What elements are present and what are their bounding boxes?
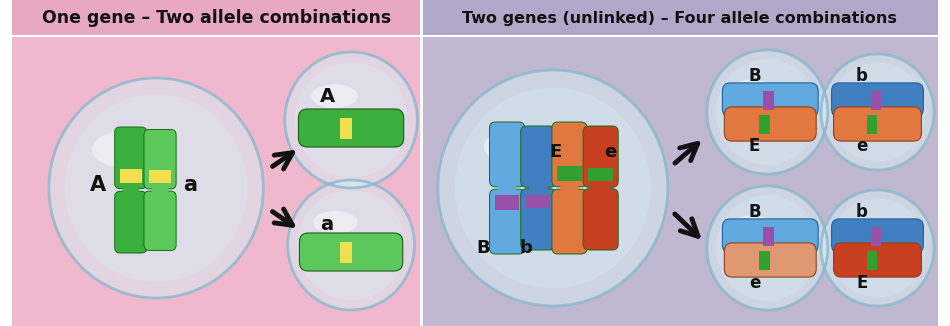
- FancyBboxPatch shape: [722, 83, 818, 117]
- Circle shape: [455, 88, 651, 288]
- Text: b: b: [519, 239, 532, 257]
- FancyBboxPatch shape: [529, 180, 547, 196]
- Bar: [11, 0, 421, 36]
- Text: e: e: [604, 143, 617, 161]
- Circle shape: [829, 63, 925, 161]
- FancyBboxPatch shape: [120, 169, 142, 183]
- FancyBboxPatch shape: [489, 189, 524, 254]
- FancyBboxPatch shape: [870, 91, 882, 110]
- Ellipse shape: [844, 217, 884, 238]
- FancyBboxPatch shape: [144, 191, 176, 250]
- Text: b: b: [856, 203, 868, 221]
- FancyBboxPatch shape: [115, 191, 147, 253]
- FancyBboxPatch shape: [724, 107, 816, 141]
- FancyBboxPatch shape: [583, 126, 618, 187]
- Ellipse shape: [92, 130, 167, 169]
- FancyBboxPatch shape: [552, 189, 587, 254]
- Text: A: A: [320, 86, 335, 106]
- Ellipse shape: [312, 84, 358, 108]
- FancyBboxPatch shape: [498, 180, 516, 196]
- Text: e: e: [749, 274, 760, 292]
- Bar: [11, 0, 421, 326]
- FancyBboxPatch shape: [152, 183, 168, 198]
- Ellipse shape: [314, 211, 357, 234]
- Text: e: e: [856, 137, 867, 155]
- Circle shape: [297, 190, 405, 300]
- Text: E: E: [550, 143, 562, 161]
- Circle shape: [716, 59, 819, 165]
- Text: A: A: [89, 175, 105, 195]
- Text: b: b: [856, 67, 868, 85]
- FancyBboxPatch shape: [115, 127, 147, 189]
- FancyBboxPatch shape: [149, 170, 171, 184]
- Text: a: a: [183, 175, 198, 195]
- FancyBboxPatch shape: [833, 107, 922, 141]
- Text: One gene – Two allele combinations: One gene – Two allele combinations: [42, 9, 391, 27]
- Bar: [421, 0, 938, 36]
- FancyBboxPatch shape: [724, 243, 816, 277]
- Circle shape: [707, 186, 827, 310]
- FancyBboxPatch shape: [759, 250, 770, 270]
- Circle shape: [821, 190, 934, 306]
- Circle shape: [294, 62, 408, 178]
- Text: B: B: [749, 67, 761, 85]
- FancyBboxPatch shape: [298, 109, 404, 147]
- FancyBboxPatch shape: [526, 195, 550, 208]
- Text: B: B: [749, 203, 761, 221]
- FancyBboxPatch shape: [560, 180, 579, 196]
- FancyBboxPatch shape: [759, 114, 770, 134]
- Ellipse shape: [732, 80, 773, 101]
- FancyBboxPatch shape: [831, 83, 923, 117]
- FancyBboxPatch shape: [552, 122, 587, 187]
- Circle shape: [65, 95, 247, 281]
- FancyBboxPatch shape: [521, 126, 556, 187]
- FancyBboxPatch shape: [489, 122, 524, 187]
- FancyBboxPatch shape: [495, 195, 520, 210]
- Circle shape: [707, 50, 827, 174]
- FancyBboxPatch shape: [340, 242, 352, 262]
- Circle shape: [821, 54, 934, 170]
- FancyBboxPatch shape: [831, 219, 923, 253]
- Bar: [421, 0, 938, 326]
- FancyBboxPatch shape: [592, 180, 610, 196]
- Ellipse shape: [732, 215, 773, 237]
- Ellipse shape: [844, 82, 884, 102]
- FancyBboxPatch shape: [763, 91, 774, 110]
- Ellipse shape: [484, 126, 564, 167]
- FancyBboxPatch shape: [722, 219, 818, 253]
- FancyBboxPatch shape: [833, 243, 922, 277]
- Circle shape: [288, 180, 414, 310]
- Text: E: E: [749, 137, 760, 155]
- FancyBboxPatch shape: [870, 227, 882, 245]
- Circle shape: [716, 195, 819, 301]
- Text: a: a: [320, 215, 333, 234]
- FancyBboxPatch shape: [583, 189, 618, 250]
- FancyBboxPatch shape: [866, 250, 877, 270]
- Circle shape: [285, 52, 417, 188]
- Text: E: E: [856, 274, 867, 292]
- FancyBboxPatch shape: [340, 117, 352, 139]
- FancyBboxPatch shape: [144, 129, 176, 189]
- Text: Two genes (unlinked) – Four allele combinations: Two genes (unlinked) – Four allele combi…: [463, 10, 897, 25]
- Circle shape: [48, 78, 263, 298]
- Circle shape: [829, 199, 925, 297]
- FancyBboxPatch shape: [588, 168, 613, 181]
- FancyBboxPatch shape: [123, 182, 140, 198]
- FancyBboxPatch shape: [558, 166, 581, 181]
- FancyBboxPatch shape: [521, 189, 556, 250]
- Text: B: B: [477, 239, 490, 257]
- FancyBboxPatch shape: [299, 233, 403, 271]
- FancyBboxPatch shape: [763, 227, 774, 245]
- FancyBboxPatch shape: [866, 114, 877, 134]
- Circle shape: [438, 70, 668, 306]
